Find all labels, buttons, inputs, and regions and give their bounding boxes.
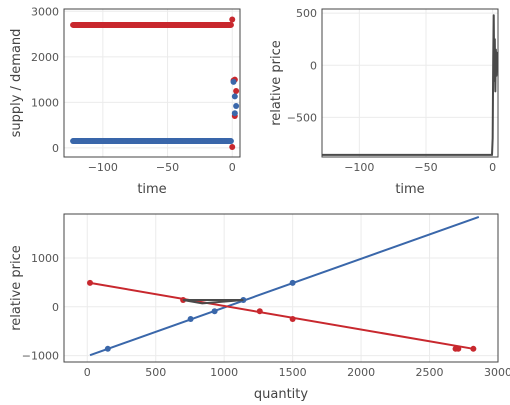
x-tick-label: −100	[88, 161, 118, 174]
data-point	[231, 110, 238, 117]
axes-frame	[321, 8, 499, 158]
data-point	[229, 143, 236, 150]
axes-frame	[63, 8, 241, 158]
x-tick-label: −50	[156, 161, 179, 174]
data-point	[211, 308, 218, 315]
x-tick-label: 3000	[484, 366, 510, 379]
x-tick-label: −100	[344, 161, 374, 174]
y-tick-label: −1000	[22, 350, 59, 363]
data-point	[470, 345, 477, 352]
y-tick-label: 1000	[31, 96, 59, 109]
data-point	[227, 21, 234, 28]
y-tick-label: 0	[52, 142, 59, 155]
data-point	[87, 279, 94, 286]
data-point	[233, 102, 240, 109]
data-point	[233, 87, 240, 94]
x-tick-label: 0	[489, 161, 496, 174]
plot-area	[322, 14, 498, 156]
axes-frame	[63, 213, 499, 363]
x-tick-label: 500	[145, 366, 166, 379]
x-tick-label: −50	[414, 161, 437, 174]
x-tick-label: 0	[229, 161, 236, 174]
data-point	[230, 78, 237, 85]
x-tick-label: 1500	[279, 366, 307, 379]
plot-area	[70, 16, 240, 150]
series-line	[89, 281, 474, 350]
data-point	[455, 345, 462, 352]
y-tick-label: 3000	[31, 5, 59, 18]
data-point	[256, 308, 263, 315]
x-tick-label: 2500	[416, 366, 444, 379]
series-line	[322, 14, 498, 156]
x-tick-label: 1000	[210, 366, 238, 379]
x-tick-label: 2000	[347, 366, 375, 379]
series-line	[89, 215, 480, 357]
y-tick-label: 2000	[31, 51, 59, 64]
x-axis-title: time	[395, 182, 424, 197]
series-line	[182, 298, 244, 305]
data-point	[289, 316, 296, 323]
x-axis-title: quantity	[254, 387, 309, 402]
data-point	[229, 16, 236, 23]
data-point	[104, 345, 111, 352]
data-point	[187, 316, 194, 323]
x-tick-label: 0	[84, 366, 91, 379]
y-tick-label: 500	[296, 7, 317, 20]
y-tick-label: 0	[52, 301, 59, 314]
y-tick-label: 0	[310, 59, 317, 72]
data-point	[227, 138, 234, 145]
y-tick-label: −500	[287, 111, 317, 124]
x-axis-title: time	[137, 182, 166, 197]
plot-area	[87, 215, 480, 357]
y-tick-label: 1000	[31, 252, 59, 265]
data-point	[289, 279, 296, 286]
data-point	[231, 93, 238, 100]
panel-price-quantity: 0 500 1000 1500 2000 2500 3000 −1000 0 1000 quanti…	[9, 213, 510, 402]
y-axis-title: relative price	[9, 245, 24, 331]
y-axis-title: supply / demand	[9, 29, 24, 138]
panel-supply-demand: −100 −50 0 0 1000 2000 3000 time supply / demand	[9, 5, 241, 197]
y-axis-title: relative price	[269, 40, 284, 126]
